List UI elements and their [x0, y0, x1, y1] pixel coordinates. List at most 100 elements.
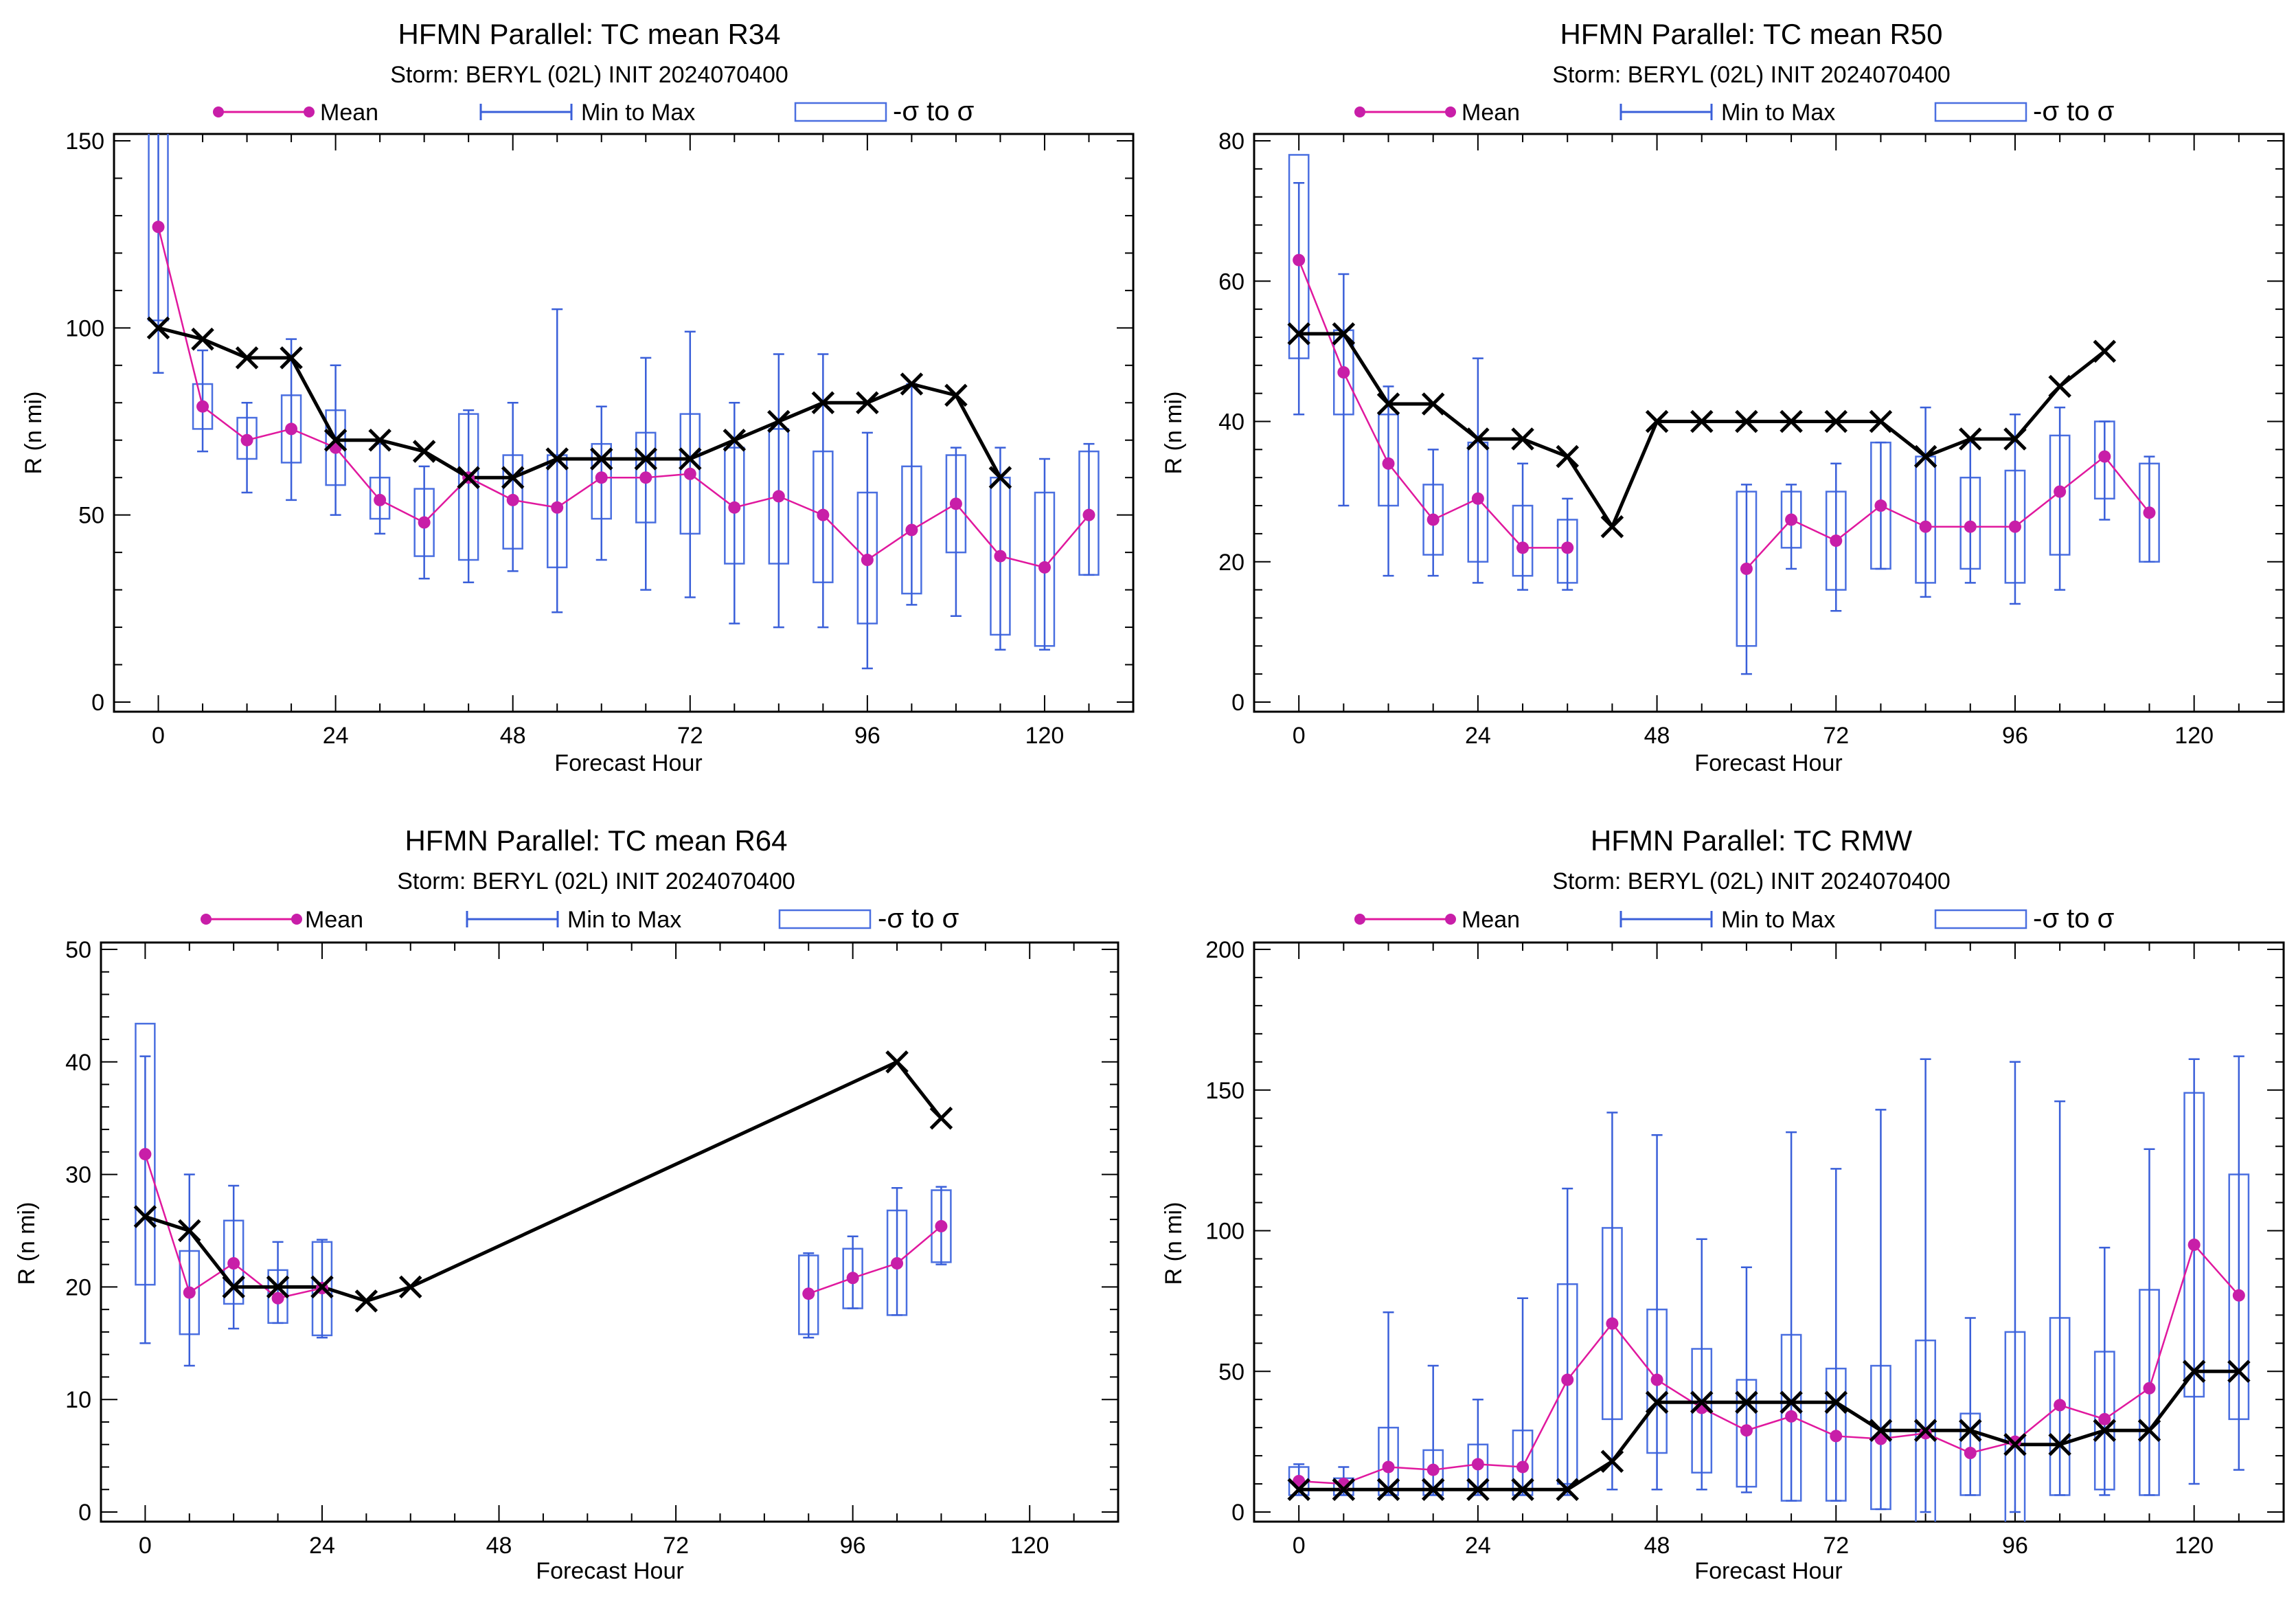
- plot-area: 0 24 48 72 96 120 0 20 40 60 80: [1218, 128, 2285, 749]
- obs-x-stroke: [1780, 1390, 1803, 1414]
- x-axis-label: Forecast Hour: [1694, 750, 1842, 776]
- legend-mean-label: Mean: [320, 100, 378, 126]
- mean-point: [2232, 1289, 2245, 1302]
- y-tick-label: 200: [1205, 937, 1244, 963]
- legend-sigma-box: [794, 102, 887, 122]
- obs-x-marker: [1376, 1478, 1400, 1502]
- obs-x-stroke: [589, 447, 613, 471]
- mean-point: [1561, 541, 1574, 554]
- mean-point: [683, 467, 696, 480]
- obs-x-stroke: [1645, 409, 1669, 433]
- mean-point: [1874, 499, 1887, 512]
- obs-x-marker: [1332, 322, 1356, 346]
- y-tick-label: 0: [91, 690, 104, 716]
- obs-x-stroke: [1421, 392, 1445, 416]
- obs-x-marker: [222, 1275, 245, 1299]
- legend-mean-marker: [1445, 106, 1456, 117]
- obs-x-marker: [545, 447, 569, 471]
- x-tick-label: 96: [2002, 1533, 2028, 1559]
- x-tick-label: 72: [1823, 1533, 1849, 1559]
- obs-x-stroke: [1735, 409, 1758, 433]
- obs-x-stroke: [1600, 515, 1624, 539]
- mean-point: [817, 508, 830, 521]
- y-tick-label: 100: [65, 315, 104, 341]
- mean-point: [196, 400, 209, 413]
- obs-line: [157, 326, 1002, 480]
- panel-r64: HFMN Parallel: TC mean R64 Storm: BERYL …: [14, 824, 1119, 1584]
- obs-x-marker: [723, 428, 747, 452]
- mean-line: [1299, 1243, 2240, 1485]
- obs-x-stroke: [222, 1275, 245, 1299]
- obs-x-stroke: [545, 447, 569, 471]
- obs-x-stroke: [1376, 1478, 1400, 1502]
- y-axis-label: R (n mi): [1161, 1202, 1187, 1285]
- mean-point: [506, 493, 519, 506]
- obs-x-stroke: [2093, 339, 2117, 363]
- obs-x-marker: [1959, 1419, 1982, 1443]
- legend-minmax-label: Min to Max: [1721, 100, 1835, 126]
- mean-point: [1964, 520, 1977, 533]
- obs-x-marker: [679, 447, 702, 471]
- obs-x-marker: [2093, 339, 2117, 363]
- x-tick-label: 0: [139, 1533, 152, 1559]
- obs-x-stroke: [1869, 1419, 1893, 1443]
- obs-x-stroke: [1780, 409, 1803, 433]
- legend-minmax-label: Min to Max: [567, 907, 681, 933]
- x-tick-label: 96: [854, 723, 880, 749]
- legend-sigma-label: -σ to σ: [893, 96, 975, 126]
- obs-x-stroke: [2048, 374, 2071, 398]
- obs-x-marker: [412, 440, 436, 463]
- y-tick-label: 0: [78, 1500, 91, 1526]
- y-tick-label: 30: [65, 1162, 91, 1188]
- y-axis-label: R (n mi): [1161, 392, 1187, 475]
- obs-x-marker: [929, 1106, 953, 1130]
- marks: [1287, 154, 2160, 675]
- obs-x-marker: [2003, 427, 2027, 451]
- mean-point: [846, 1272, 859, 1285]
- mean-line: [157, 226, 1090, 569]
- y-tick-label: 20: [65, 1274, 91, 1300]
- obs-x-marker: [1690, 409, 1714, 433]
- y-tick-label: 0: [1231, 690, 1244, 716]
- y-tick-label: 50: [78, 503, 104, 529]
- obs-x-marker: [1735, 409, 1758, 433]
- obs-x-stroke: [310, 1275, 334, 1299]
- obs-x-marker: [767, 409, 791, 433]
- mean-point: [802, 1287, 815, 1300]
- panel-rmw: HFMN Parallel: TC RMW Storm: BERYL (02L)…: [1161, 824, 2285, 1584]
- obs-x-stroke: [146, 316, 170, 340]
- obs-x-stroke: [900, 372, 924, 396]
- obs-x-marker: [1780, 409, 1803, 433]
- obs-x-stroke: [1511, 427, 1534, 451]
- obs-x-stroke: [1959, 427, 1982, 451]
- legend-sigma-box: [1934, 102, 2027, 122]
- legend-sigma-label: -σ to σ: [878, 903, 959, 934]
- obs-x-marker: [1780, 1390, 1803, 1414]
- obs-x-stroke: [2048, 1432, 2071, 1456]
- mean-point: [1740, 562, 1753, 575]
- mean-point: [1382, 1460, 1395, 1474]
- obs-x-stroke: [235, 346, 259, 370]
- obs-x-marker: [1466, 427, 1490, 451]
- obs-x-stroke: [2003, 427, 2027, 451]
- obs-x-marker: [1600, 1450, 1624, 1474]
- obs-x-stroke: [856, 391, 879, 415]
- mean-point: [1516, 1460, 1530, 1474]
- obs-x-stroke: [1735, 1390, 1758, 1414]
- marks: [146, 134, 1100, 670]
- mean-point: [639, 471, 652, 484]
- x-tick-label: 72: [663, 1533, 689, 1559]
- y-tick-label: 10: [65, 1387, 91, 1413]
- obs-x-stroke: [1466, 1478, 1490, 1502]
- mean-point: [1471, 492, 1484, 505]
- legend-mean-label: Mean: [305, 907, 363, 933]
- x-tick-label: 48: [500, 723, 526, 749]
- x-tick-label: 0: [1293, 723, 1306, 749]
- obs-x-marker: [235, 346, 259, 370]
- chart-title: HFMN Parallel: TC mean R50: [1560, 18, 1942, 50]
- obs-x-marker: [280, 346, 303, 370]
- plot-frame: [113, 133, 1135, 713]
- obs-x-marker: [1959, 427, 1982, 451]
- obs-x-stroke: [398, 1275, 422, 1299]
- obs-x-stroke: [1645, 1390, 1669, 1414]
